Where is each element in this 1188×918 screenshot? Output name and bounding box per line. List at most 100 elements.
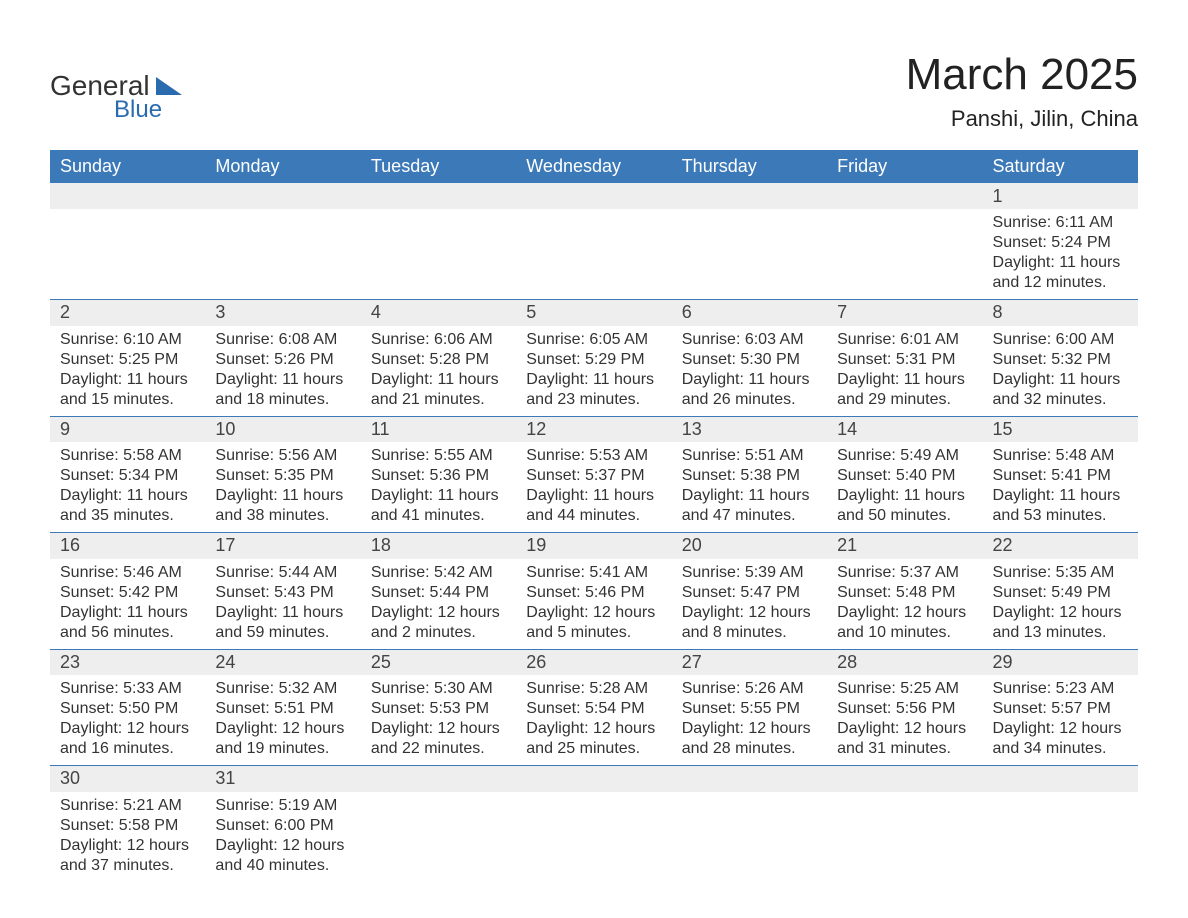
daylight-text: and 35 minutes.: [60, 506, 195, 526]
location-subtitle: Panshi, Jilin, China: [906, 106, 1138, 132]
daylight-text: and 47 minutes.: [682, 506, 817, 526]
day-number-cell: 2: [50, 300, 205, 326]
day-number-cell: 27: [672, 649, 827, 675]
day-detail-cell: Sunrise: 5:53 AMSunset: 5:37 PMDaylight:…: [516, 442, 671, 533]
day-number-cell: 21: [827, 533, 982, 559]
sunrise-text: Sunrise: 5:41 AM: [526, 563, 661, 583]
day-detail-cell: Sunrise: 6:10 AMSunset: 5:25 PMDaylight:…: [50, 326, 205, 417]
sunset-text: Sunset: 5:57 PM: [993, 699, 1128, 719]
sunrise-text: Sunrise: 6:00 AM: [993, 330, 1128, 350]
day-number-row: 23242526272829: [50, 649, 1138, 675]
daylight-text: Daylight: 12 hours: [371, 603, 506, 623]
day-detail-cell: Sunrise: 5:35 AMSunset: 5:49 PMDaylight:…: [983, 559, 1138, 650]
sunset-text: Sunset: 5:49 PM: [993, 583, 1128, 603]
daylight-text: and 18 minutes.: [215, 390, 350, 410]
sunset-text: Sunset: 5:26 PM: [215, 350, 350, 370]
weekday-header: Wednesday: [516, 150, 671, 183]
daylight-text: Daylight: 11 hours: [993, 486, 1128, 506]
sunrise-text: Sunrise: 5:26 AM: [682, 679, 817, 699]
sunrise-text: Sunrise: 5:21 AM: [60, 796, 195, 816]
day-detail-row: Sunrise: 5:33 AMSunset: 5:50 PMDaylight:…: [50, 675, 1138, 766]
day-detail-cell: Sunrise: 5:21 AMSunset: 5:58 PMDaylight:…: [50, 792, 205, 882]
sunrise-text: Sunrise: 5:44 AM: [215, 563, 350, 583]
daylight-text: Daylight: 11 hours: [60, 370, 195, 390]
day-number-cell: 4: [361, 300, 516, 326]
daylight-text: and 28 minutes.: [682, 739, 817, 759]
weekday-header: Sunday: [50, 150, 205, 183]
day-detail-cell: Sunrise: 5:37 AMSunset: 5:48 PMDaylight:…: [827, 559, 982, 650]
day-detail-row: Sunrise: 5:58 AMSunset: 5:34 PMDaylight:…: [50, 442, 1138, 533]
day-detail-cell: Sunrise: 5:23 AMSunset: 5:57 PMDaylight:…: [983, 675, 1138, 766]
weekday-header: Tuesday: [361, 150, 516, 183]
daylight-text: Daylight: 11 hours: [526, 370, 661, 390]
daylight-text: and 21 minutes.: [371, 390, 506, 410]
day-detail-cell: Sunrise: 5:51 AMSunset: 5:38 PMDaylight:…: [672, 442, 827, 533]
day-detail-cell: [361, 792, 516, 882]
page-header: General Blue March 2025 Panshi, Jilin, C…: [50, 50, 1138, 132]
day-detail-cell: [516, 792, 671, 882]
daylight-text: Daylight: 11 hours: [837, 370, 972, 390]
sunset-text: Sunset: 5:30 PM: [682, 350, 817, 370]
day-detail-cell: Sunrise: 5:30 AMSunset: 5:53 PMDaylight:…: [361, 675, 516, 766]
day-detail-cell: [361, 209, 516, 300]
sunrise-text: Sunrise: 5:48 AM: [993, 446, 1128, 466]
daylight-text: Daylight: 11 hours: [837, 486, 972, 506]
day-number-cell: 18: [361, 533, 516, 559]
sunset-text: Sunset: 5:51 PM: [215, 699, 350, 719]
day-number-cell: 31: [205, 766, 360, 792]
sunset-text: Sunset: 5:42 PM: [60, 583, 195, 603]
sunrise-text: Sunrise: 6:11 AM: [993, 213, 1128, 233]
day-number-cell: 1: [983, 183, 1138, 209]
day-number-cell: [361, 183, 516, 209]
day-detail-cell: [672, 209, 827, 300]
sunrise-text: Sunrise: 6:06 AM: [371, 330, 506, 350]
day-number-cell: [50, 183, 205, 209]
day-detail-row: Sunrise: 5:46 AMSunset: 5:42 PMDaylight:…: [50, 559, 1138, 650]
daylight-text: and 8 minutes.: [682, 623, 817, 643]
month-title: March 2025: [906, 50, 1138, 100]
sunset-text: Sunset: 5:37 PM: [526, 466, 661, 486]
day-detail-cell: Sunrise: 5:19 AMSunset: 6:00 PMDaylight:…: [205, 792, 360, 882]
daylight-text: and 34 minutes.: [993, 739, 1128, 759]
day-number-row: 16171819202122: [50, 533, 1138, 559]
daylight-text: and 25 minutes.: [526, 739, 661, 759]
sunset-text: Sunset: 5:25 PM: [60, 350, 195, 370]
sunrise-text: Sunrise: 5:42 AM: [371, 563, 506, 583]
daylight-text: Daylight: 12 hours: [993, 603, 1128, 623]
day-number-cell: [827, 183, 982, 209]
brand-triangle-icon: [156, 77, 182, 95]
daylight-text: and 13 minutes.: [993, 623, 1128, 643]
title-block: March 2025 Panshi, Jilin, China: [906, 50, 1138, 132]
daylight-text: Daylight: 12 hours: [682, 603, 817, 623]
sunset-text: Sunset: 5:48 PM: [837, 583, 972, 603]
day-number-cell: 15: [983, 416, 1138, 442]
sunset-text: Sunset: 5:36 PM: [371, 466, 506, 486]
day-number-row: 3031: [50, 766, 1138, 792]
day-detail-cell: Sunrise: 5:49 AMSunset: 5:40 PMDaylight:…: [827, 442, 982, 533]
day-detail-cell: [50, 209, 205, 300]
day-detail-row: Sunrise: 6:10 AMSunset: 5:25 PMDaylight:…: [50, 326, 1138, 417]
daylight-text: and 53 minutes.: [993, 506, 1128, 526]
day-detail-cell: Sunrise: 5:28 AMSunset: 5:54 PMDaylight:…: [516, 675, 671, 766]
sunset-text: Sunset: 5:43 PM: [215, 583, 350, 603]
sunrise-text: Sunrise: 5:19 AM: [215, 796, 350, 816]
sunrise-text: Sunrise: 6:03 AM: [682, 330, 817, 350]
day-number-row: 1: [50, 183, 1138, 209]
sunrise-text: Sunrise: 5:58 AM: [60, 446, 195, 466]
day-number-cell: [516, 183, 671, 209]
daylight-text: and 37 minutes.: [60, 856, 195, 876]
day-detail-cell: Sunrise: 5:46 AMSunset: 5:42 PMDaylight:…: [50, 559, 205, 650]
sunset-text: Sunset: 5:41 PM: [993, 466, 1128, 486]
day-detail-cell: Sunrise: 5:33 AMSunset: 5:50 PMDaylight:…: [50, 675, 205, 766]
day-number-cell: 13: [672, 416, 827, 442]
daylight-text: Daylight: 12 hours: [215, 836, 350, 856]
day-detail-cell: Sunrise: 5:48 AMSunset: 5:41 PMDaylight:…: [983, 442, 1138, 533]
sunset-text: Sunset: 5:53 PM: [371, 699, 506, 719]
day-detail-cell: Sunrise: 5:58 AMSunset: 5:34 PMDaylight:…: [50, 442, 205, 533]
daylight-text: and 50 minutes.: [837, 506, 972, 526]
day-number-cell: [827, 766, 982, 792]
sunrise-text: Sunrise: 5:32 AM: [215, 679, 350, 699]
daylight-text: Daylight: 12 hours: [371, 719, 506, 739]
daylight-text: and 15 minutes.: [60, 390, 195, 410]
day-detail-cell: Sunrise: 5:55 AMSunset: 5:36 PMDaylight:…: [361, 442, 516, 533]
